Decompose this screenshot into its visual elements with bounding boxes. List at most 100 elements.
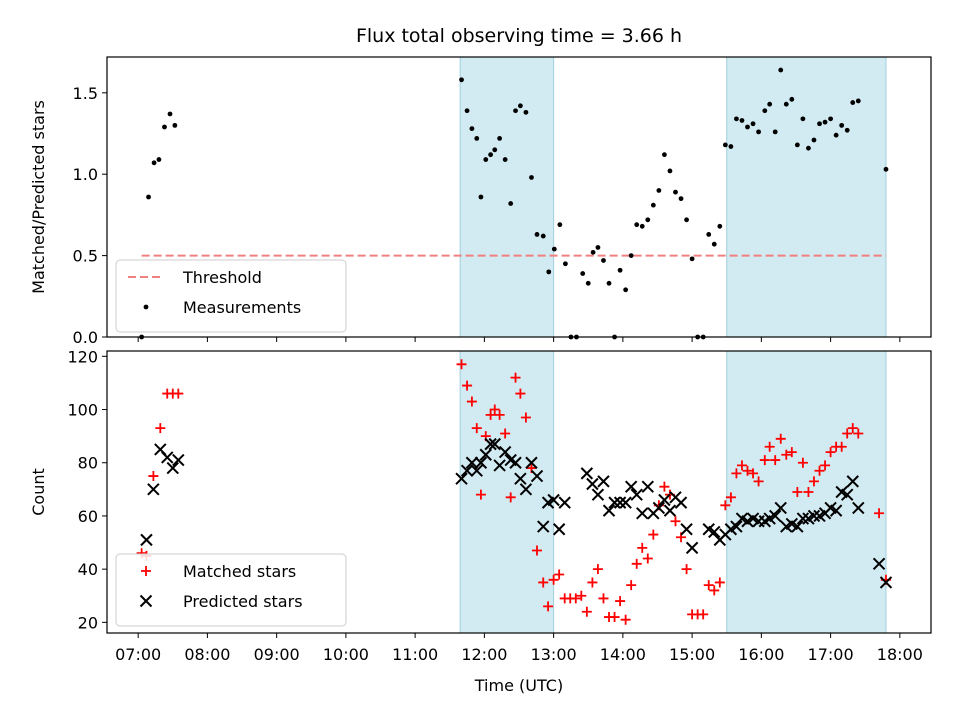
matched-star-point bbox=[466, 396, 477, 407]
matched-star-point bbox=[456, 359, 467, 370]
measurement-point bbox=[488, 152, 494, 158]
matched-star-point bbox=[581, 606, 592, 617]
matched-star-point bbox=[615, 596, 626, 607]
matched-star-point bbox=[847, 423, 858, 434]
predicted-star-point bbox=[547, 493, 560, 507]
measurement-point bbox=[474, 135, 480, 141]
measurement-point bbox=[772, 129, 778, 135]
matched-star-point bbox=[532, 545, 543, 556]
matched-star-point bbox=[592, 564, 603, 575]
measurement-point bbox=[645, 217, 651, 223]
matched-star-point bbox=[709, 585, 720, 596]
predicted-star-point bbox=[591, 488, 605, 501]
measurement-point bbox=[523, 109, 529, 115]
matched-star-point bbox=[781, 449, 792, 460]
predicted-star-point bbox=[619, 496, 632, 509]
matched-star-point bbox=[808, 476, 819, 487]
shaded-interval bbox=[459, 350, 555, 634]
predicted-star-point bbox=[636, 507, 649, 520]
measurement-point bbox=[469, 126, 475, 132]
matched-star-point bbox=[520, 412, 531, 423]
x-tick-label: 09:00 bbox=[254, 645, 300, 664]
matched-star-point bbox=[814, 465, 825, 476]
predicted-star-point bbox=[730, 520, 743, 533]
shaded-intervals bbox=[459, 350, 887, 634]
y-tick-label: 1.0 bbox=[73, 165, 98, 184]
measurement-point bbox=[146, 194, 151, 200]
predicted-star-point bbox=[674, 496, 688, 509]
measurement-point bbox=[662, 152, 667, 158]
predicted-star-point bbox=[479, 448, 492, 461]
predicted-star-point bbox=[558, 496, 571, 509]
measurement-point bbox=[750, 121, 756, 127]
predicted-star-point bbox=[602, 504, 616, 517]
matched-star-point bbox=[471, 423, 482, 434]
measurement-point bbox=[783, 101, 789, 107]
measurement-point bbox=[817, 121, 822, 127]
predicted-star-point bbox=[455, 472, 468, 485]
ratio-y-ticks: 0.0 0.5 1.0 1.5 bbox=[73, 84, 107, 347]
matched-star-point bbox=[731, 468, 742, 479]
matched-star-point bbox=[485, 409, 496, 420]
matched-star-point bbox=[703, 580, 714, 591]
measurement-point bbox=[167, 111, 173, 117]
measurement-point bbox=[673, 189, 678, 195]
predicted-star-point bbox=[530, 469, 544, 483]
measurement-point bbox=[756, 129, 761, 135]
measurement-point bbox=[580, 271, 586, 276]
count-y-axis-label: Count bbox=[29, 468, 48, 516]
legend-box bbox=[115, 553, 347, 627]
matched-star-point bbox=[874, 508, 885, 519]
matched-star-point bbox=[576, 590, 587, 601]
measurement-point bbox=[844, 127, 850, 133]
matched-star-point bbox=[648, 529, 659, 540]
matched-star-point bbox=[725, 492, 736, 503]
predicted-star-point bbox=[493, 459, 506, 472]
matched-star-point bbox=[842, 428, 853, 439]
x-tick-label: 08:00 bbox=[184, 645, 230, 664]
measurement-point bbox=[650, 202, 656, 208]
matched-star-point bbox=[786, 447, 797, 458]
matched-star-point bbox=[538, 577, 549, 588]
matched-star-point bbox=[764, 441, 775, 452]
matched-star-point bbox=[598, 593, 609, 604]
y-tick-label: 80 bbox=[78, 454, 98, 473]
matched-star-point bbox=[609, 612, 620, 623]
predicted-star-point bbox=[525, 456, 538, 469]
measurement-point bbox=[497, 135, 503, 141]
measurement-point bbox=[778, 67, 784, 73]
matched-star-point bbox=[742, 465, 753, 476]
measurement-point bbox=[623, 287, 629, 293]
predicted-star-point bbox=[460, 464, 474, 477]
x-tick-label: 15:00 bbox=[669, 645, 715, 664]
legend-label: Predicted stars bbox=[183, 592, 303, 611]
measurement-point bbox=[689, 256, 695, 262]
predicted-star-point bbox=[586, 477, 599, 491]
measurement-point bbox=[722, 142, 728, 148]
predicted-star-point bbox=[552, 523, 566, 536]
measurement-point bbox=[728, 144, 734, 149]
count-y-ticks: 20 40 60 80 100 120 bbox=[67, 347, 107, 632]
measurement-point bbox=[762, 108, 768, 114]
predicted-star-point bbox=[841, 488, 854, 501]
matched-star-point bbox=[797, 457, 808, 468]
matched-star-point bbox=[548, 574, 559, 585]
x-tick-label: 14:00 bbox=[600, 645, 646, 664]
measurement-point bbox=[767, 101, 773, 107]
matched-star-point bbox=[155, 423, 166, 434]
y-tick-label: 120 bbox=[67, 347, 98, 366]
matched-star-point bbox=[620, 614, 631, 625]
measurement-point bbox=[551, 246, 557, 252]
measurement-point bbox=[483, 157, 489, 162]
y-tick-label: 0.5 bbox=[73, 247, 98, 266]
measurement-point bbox=[459, 77, 464, 83]
matched-star-point bbox=[714, 577, 725, 588]
measurement-point bbox=[628, 253, 634, 259]
count-panel: 07:00 08:00 09:00 10:00 11:00 12:00 13:00 14:00… bbox=[29, 347, 932, 695]
measurement-point bbox=[811, 137, 817, 143]
predicted-star-point bbox=[470, 464, 483, 477]
measurement-point bbox=[850, 100, 856, 105]
predicted-star-point bbox=[161, 451, 174, 464]
matched-star-point bbox=[505, 492, 516, 503]
predicted-star-point bbox=[658, 493, 671, 507]
